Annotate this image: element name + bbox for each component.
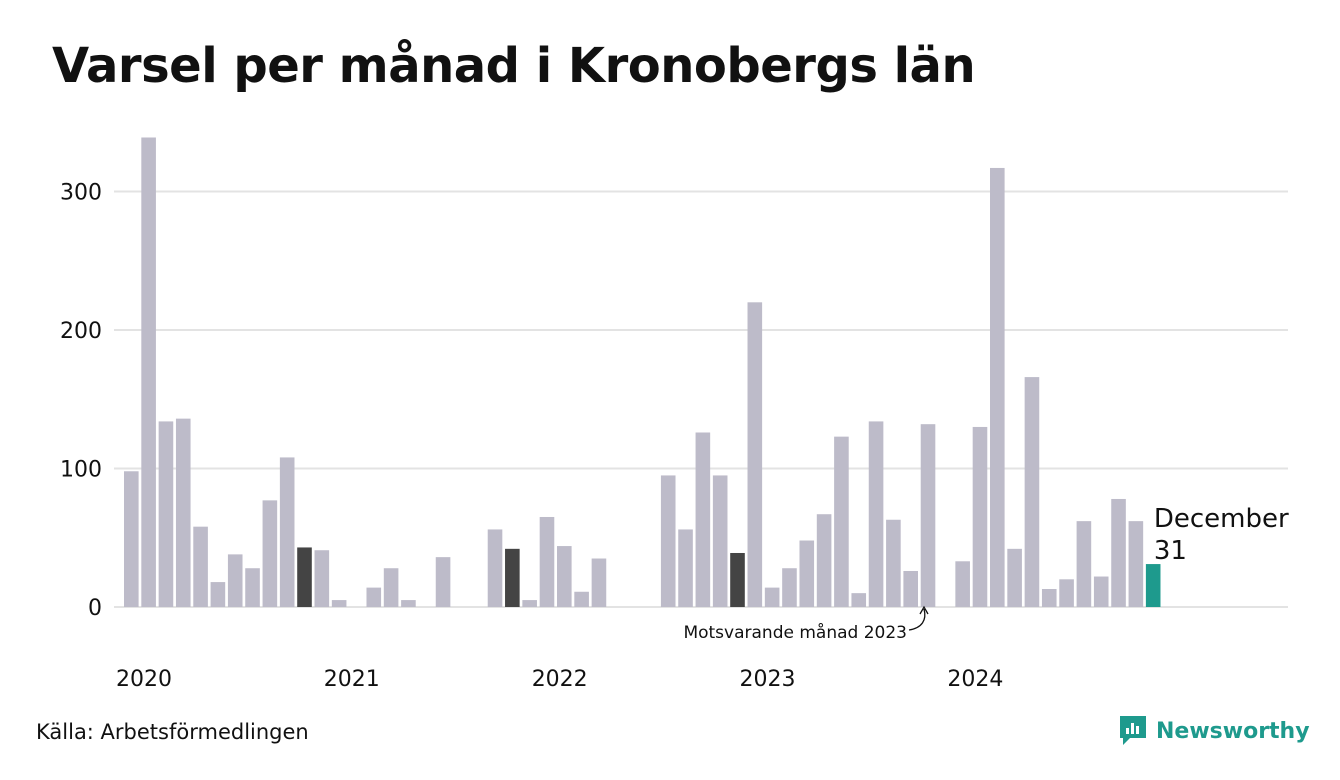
newsworthy-logo-icon [1120,716,1146,745]
brand-name: Newsworthy [1156,718,1310,744]
bar [678,529,693,607]
bar [210,582,226,607]
bar [1093,576,1109,607]
bar [522,600,537,607]
chart-title: Varsel per månad i Kronobergs län [52,38,976,94]
bar [331,600,347,607]
bar [297,547,312,607]
current-value: 31 [1154,536,1187,566]
x-year-label: 2022 [532,667,588,692]
bar [1041,589,1057,607]
x-year-label: 2020 [116,667,172,692]
bar [816,514,832,608]
bar [730,552,745,608]
x-year-label: 2023 [740,667,796,692]
bar [557,546,572,607]
bar [245,568,260,607]
bar [1128,521,1144,607]
y-tick-label: 0 [88,596,102,621]
source-credit: Källa: Arbetsförmedlingen [36,720,309,744]
bar [227,554,243,607]
bar [574,591,589,607]
bar [851,593,867,607]
bar [1059,579,1074,607]
bar [435,557,451,607]
bar [903,570,918,607]
bar [314,550,330,608]
bar [124,471,139,607]
x-year-label: 2021 [324,667,380,692]
bar [747,302,763,607]
bar [505,548,520,607]
bar [990,167,1005,607]
y-tick-label: 100 [60,458,102,483]
annotation: Motsvarande månad 2023 [683,605,929,643]
bar [782,568,797,607]
bar [920,424,936,607]
y-axis-ticks: 0 100 200 300 [60,181,102,622]
bar [1145,564,1161,608]
bar [1076,521,1092,607]
bar [591,558,607,607]
bar [262,500,278,607]
bar [695,432,711,607]
bar [955,561,970,607]
bar [1111,498,1126,607]
x-axis-year-labels: 2020 2021 2022 2023 2024 [116,667,1003,692]
bar [175,418,191,607]
bar [193,526,208,607]
bar [401,600,416,607]
bar [712,475,728,607]
bar [1007,548,1022,607]
bar [972,426,988,607]
y-tick-label: 200 [60,319,102,344]
bar [660,475,676,607]
bar [868,421,884,607]
bar [764,587,780,607]
bar [158,421,174,607]
bar [279,457,295,607]
y-tick-label: 300 [60,181,102,206]
current-value-label: December 31 [1154,504,1289,566]
bar [799,540,815,607]
annotation-text: Motsvarande månad 2023 [683,622,907,643]
bars [124,137,1161,608]
annotation-arrow [908,605,929,631]
brand-logo[interactable]: Newsworthy [1118,714,1310,748]
x-year-label: 2024 [947,667,1003,692]
bar [141,137,156,608]
bar [539,516,555,608]
bar [834,436,849,607]
bar [487,529,503,607]
bar [886,519,901,607]
current-month-label: December [1154,504,1289,534]
bar [366,587,382,607]
bar [1024,377,1040,607]
bar [383,568,399,607]
